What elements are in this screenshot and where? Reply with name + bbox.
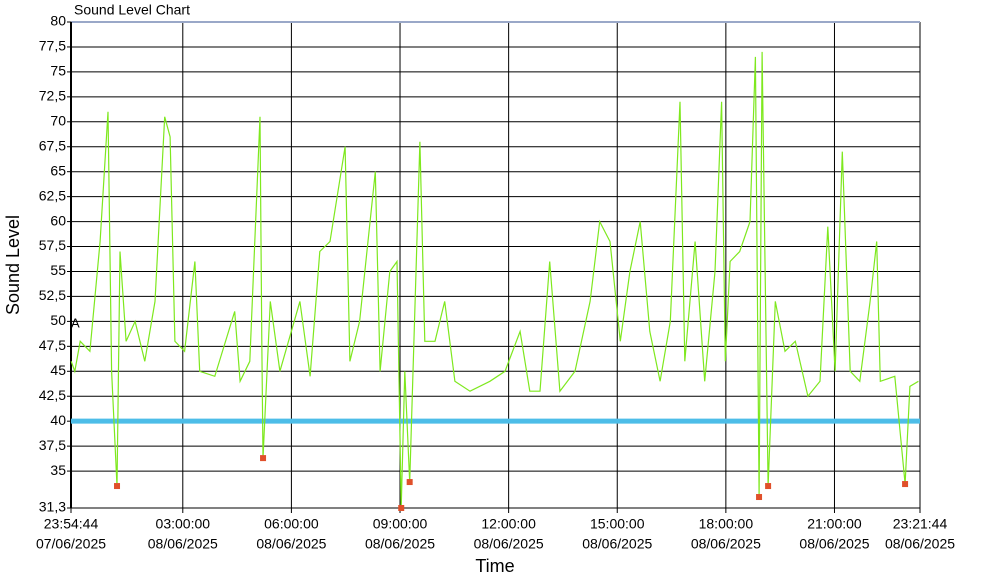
x-tick-label: 08/06/2025 <box>148 536 218 552</box>
x-tick-label: 08/06/2025 <box>582 536 652 552</box>
min-marker <box>406 479 413 486</box>
y-tick-label: 35 <box>50 462 66 478</box>
y-tick-label: 42,5 <box>39 387 66 403</box>
y-tick-label: 31,3 <box>39 499 66 515</box>
y-tick-label: 77,5 <box>39 38 66 54</box>
x-axis-label: Time <box>475 556 514 576</box>
min-marker <box>765 483 772 490</box>
y-tick-label: 62,5 <box>39 187 66 203</box>
y-tick-label: 57,5 <box>39 237 66 253</box>
sound-line <box>70 51 919 509</box>
y-tick-label: 75 <box>50 63 66 79</box>
x-tick-label: 06:00:00 <box>264 516 319 532</box>
x-tick-label: 08/06/2025 <box>799 536 869 552</box>
x-tick-label: 21:00:00 <box>807 516 862 532</box>
min-marker <box>902 481 909 488</box>
y-tick-label: 60 <box>50 212 66 228</box>
min-marker <box>114 483 121 490</box>
y-tick-label: 50 <box>50 312 66 328</box>
y-tick-label: 45 <box>50 362 66 378</box>
y-axis-label: Sound Level <box>3 215 23 315</box>
y-tick-label: 47,5 <box>39 337 66 353</box>
x-tick-label: 03:00:00 <box>156 516 211 532</box>
y-tick-label: 37,5 <box>39 437 66 453</box>
x-tick-label: 18:00:00 <box>699 516 754 532</box>
x-tick-label: 23:54:44 <box>44 516 99 532</box>
y-tick-label: 80 <box>50 13 66 29</box>
x-tick-label: 12:00:00 <box>481 516 536 532</box>
x-tick-label: 08/06/2025 <box>691 536 761 552</box>
min-marker <box>756 494 763 501</box>
y-tick-label: 52,5 <box>39 287 66 303</box>
chart-title: Sound Level Chart <box>74 2 190 18</box>
annotation: A <box>71 315 80 330</box>
y-tick-label: 65 <box>50 162 66 178</box>
y-tick-label: 40 <box>50 412 66 428</box>
y-tick-label: 70 <box>50 112 66 128</box>
x-tick-label: 08/06/2025 <box>474 536 544 552</box>
min-marker <box>398 505 405 511</box>
x-tick-label: 09:00:00 <box>373 516 428 532</box>
x-tick-label: 08/06/2025 <box>885 536 955 552</box>
y-tick-label: 72,5 <box>39 88 66 104</box>
x-tick-label: 07/06/2025 <box>36 536 106 552</box>
min-marker <box>260 455 267 462</box>
x-tick-label: 23:21:44 <box>893 516 948 532</box>
x-tick-label: 08/06/2025 <box>365 536 435 552</box>
x-tick-label: 15:00:00 <box>590 516 645 532</box>
x-tick-label: 08/06/2025 <box>256 536 326 552</box>
y-tick-label: 55 <box>50 262 66 278</box>
y-tick-label: 67,5 <box>39 137 66 153</box>
